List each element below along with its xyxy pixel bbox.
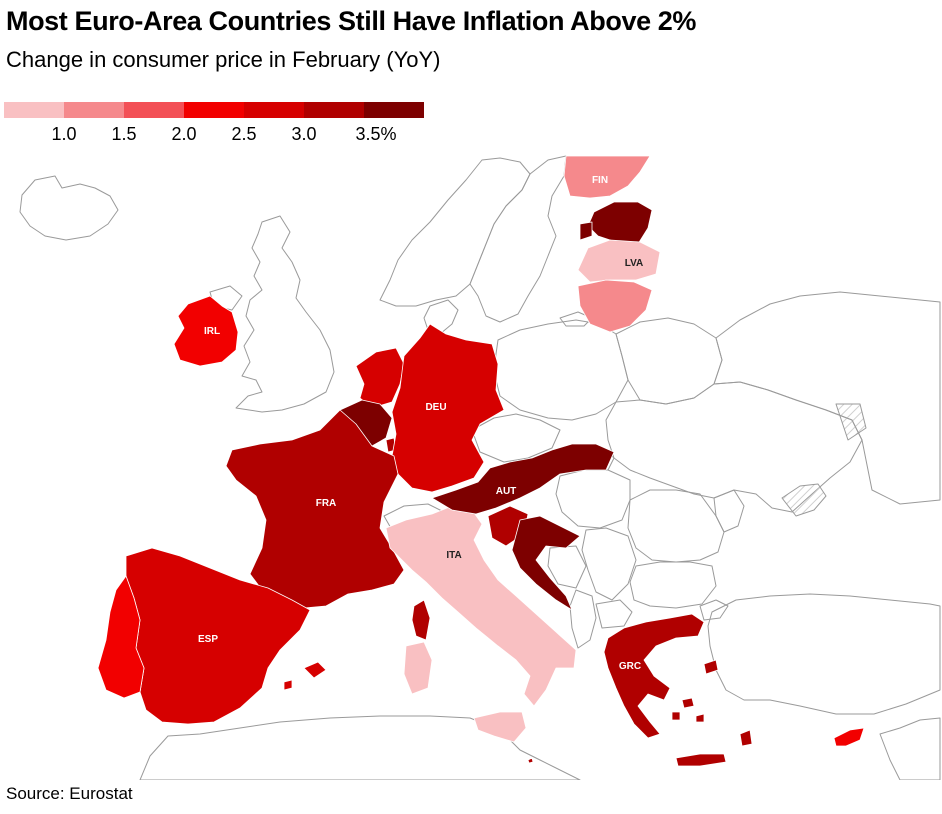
thrace-outline	[699, 599, 729, 621]
country-france-corsica	[411, 599, 431, 641]
label-irl: IRL	[204, 326, 220, 337]
country-cyprus	[833, 727, 865, 747]
legend-tick-5: 3.0	[291, 124, 317, 144]
legend-tick-1: 1.0	[51, 124, 77, 144]
hungary-outline	[555, 469, 631, 529]
label-grc: GRC	[619, 661, 641, 672]
romania-outline	[627, 489, 725, 563]
country-germany	[391, 323, 505, 493]
country-latvia	[577, 239, 661, 283]
country-croatia	[511, 515, 581, 611]
country-estonia-islands	[579, 221, 593, 241]
chart-subtitle: Change in consumer price in February (Yo…	[6, 47, 441, 72]
country-ireland	[173, 295, 239, 367]
country-austria	[431, 443, 615, 515]
serbia-outline	[581, 527, 637, 601]
east-region-hatched	[835, 403, 867, 441]
legend-swatch-6	[304, 102, 364, 118]
label-fin: FIN	[592, 175, 608, 186]
country-malta	[527, 757, 534, 764]
russia-outline	[713, 291, 941, 505]
country-netherlands	[355, 347, 405, 409]
country-italy	[385, 505, 577, 707]
iceland-outline	[19, 175, 119, 241]
euro-area-countries	[97, 155, 865, 767]
levant-outline	[879, 717, 941, 780]
legend-tick-2: 1.5	[111, 124, 137, 144]
north-africa-outline	[139, 715, 581, 780]
albania-outline	[569, 589, 597, 649]
country-finland	[563, 155, 651, 199]
country-italy-sicily	[473, 711, 527, 743]
label-fra: FRA	[316, 498, 337, 509]
country-greece-lesbos	[703, 659, 719, 675]
legend-swatch-5	[244, 102, 304, 118]
norway-outline	[379, 157, 531, 307]
country-portugal	[97, 575, 145, 699]
legend-swatch-2	[64, 102, 124, 118]
country-spain-balearic	[303, 661, 327, 679]
country-greece	[603, 613, 705, 739]
bosnia-outline	[547, 545, 587, 589]
background-outlines	[19, 155, 941, 780]
poland-outline	[493, 319, 629, 421]
country-labels: FIN LVA IRL DEU FRA AUT ITA ESP GRC	[198, 175, 643, 672]
label-esp: ESP	[198, 634, 218, 645]
country-france	[225, 409, 405, 609]
europe-map: FIN LVA IRL DEU FRA AUT ITA ESP GRC	[0, 150, 942, 780]
sweden-outline	[469, 155, 567, 323]
bulgaria-outline	[629, 561, 717, 609]
denmark-outline	[423, 299, 459, 335]
czechia-outline	[471, 413, 561, 463]
legend-swatch-3	[124, 102, 184, 118]
great-britain-outline	[235, 215, 335, 413]
label-ita: ITA	[446, 550, 461, 561]
moldova-outline	[713, 489, 745, 533]
legend-tick-3: 2.0	[171, 124, 197, 144]
chart-title: Most Euro-Area Countries Still Have Infl…	[6, 6, 697, 36]
source-note: Source: Eurostat	[6, 784, 133, 803]
kaliningrad-outline	[559, 311, 593, 327]
country-estonia	[587, 201, 653, 245]
country-greece-islands	[671, 697, 705, 723]
legend-ticks: 1.0 1.5 2.0 2.5 3.0 3.5%	[4, 124, 424, 146]
legend-swatches	[4, 102, 424, 118]
legend-tick-4: 2.5	[231, 124, 257, 144]
country-spain-ibiza	[283, 679, 293, 691]
macedonia-outline	[595, 599, 633, 629]
country-greece-rhodes	[739, 729, 753, 747]
country-lithuania	[577, 279, 653, 333]
legend-swatch-1	[4, 102, 64, 118]
label-deu: DEU	[425, 402, 446, 413]
label-lva: LVA	[625, 258, 644, 269]
label-aut: AUT	[496, 486, 517, 497]
legend-swatch-7	[364, 102, 424, 118]
country-greece-crete	[675, 753, 727, 767]
legend-tick-6: 3.5%	[355, 124, 397, 144]
crimea-hatched	[781, 483, 827, 517]
map-svg: FIN LVA IRL DEU FRA AUT ITA ESP GRC	[19, 155, 941, 780]
turkey-outline	[707, 593, 941, 715]
country-italy-sardinia	[403, 641, 433, 695]
belarus-outline	[615, 317, 723, 405]
color-legend: 1.0 1.5 2.0 2.5 3.0 3.5%	[4, 102, 424, 144]
legend-swatch-4	[184, 102, 244, 118]
